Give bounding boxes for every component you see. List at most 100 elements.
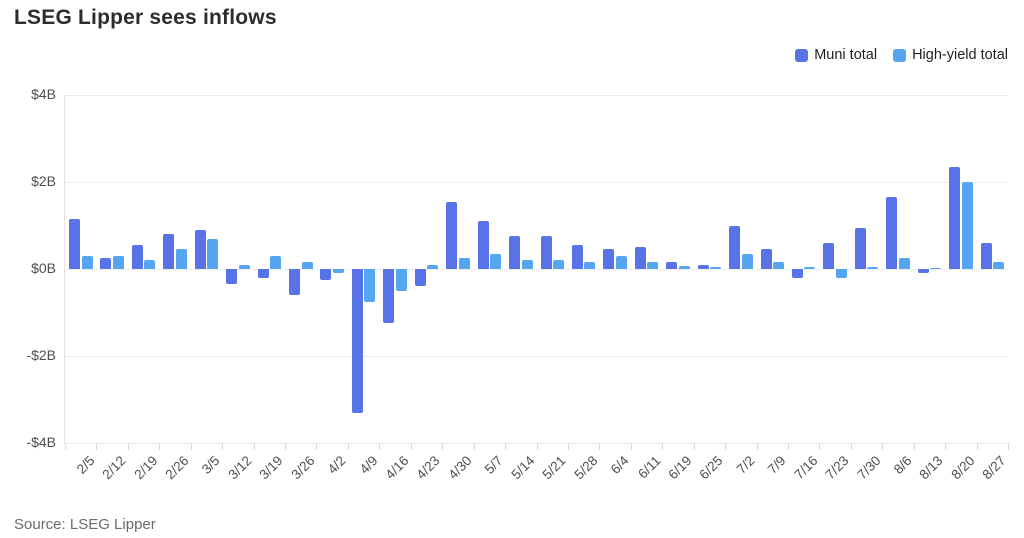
bar-high-yield-2/26[interactable]: [175, 249, 187, 269]
plot-area: [65, 95, 1008, 444]
bar-high-yield-6/19[interactable]: [678, 265, 690, 269]
bar-muni-8/20[interactable]: [949, 166, 961, 269]
bar-muni-7/2[interactable]: [729, 225, 741, 269]
muni-swatch-icon: [795, 48, 809, 62]
bar-high-yield-6/25[interactable]: [710, 266, 722, 269]
bar-muni-3/19[interactable]: [257, 269, 269, 278]
bar-muni-7/23[interactable]: [823, 242, 835, 269]
bar-muni-3/26[interactable]: [289, 269, 301, 296]
bar-high-yield-3/5[interactable]: [207, 238, 219, 269]
bar-muni-8/27[interactable]: [980, 242, 992, 269]
bar-high-yield-3/26[interactable]: [301, 262, 313, 269]
bar-muni-3/5[interactable]: [194, 229, 206, 269]
x-axis-tick: [567, 443, 569, 450]
bar-muni-4/30[interactable]: [446, 201, 458, 269]
bar-muni-5/21[interactable]: [540, 236, 552, 269]
x-axis-tick: [379, 443, 381, 450]
gridline: [65, 269, 1008, 270]
x-axis-tick: [190, 443, 192, 450]
bar-muni-7/9[interactable]: [760, 249, 772, 269]
source-attribution: Source: LSEG Lipper: [14, 516, 156, 533]
bar-high-yield-6/4[interactable]: [615, 255, 627, 269]
x-axis-tick: [347, 443, 349, 450]
x-axis-tick: [65, 443, 66, 450]
bar-high-yield-7/2[interactable]: [741, 253, 753, 269]
bar-muni-6/25[interactable]: [697, 264, 709, 269]
bar-muni-6/11[interactable]: [634, 247, 646, 269]
bar-high-yield-5/21[interactable]: [553, 260, 564, 269]
bar-high-yield-7/30[interactable]: [867, 266, 879, 269]
bar-muni-6/4[interactable]: [603, 249, 615, 269]
bar-muni-8/6[interactable]: [886, 197, 898, 269]
legend-label-high-yield: High-yield total: [912, 47, 1008, 63]
x-axis-label: 2/26: [162, 453, 192, 483]
bar-high-yield-8/6[interactable]: [898, 258, 910, 269]
bar-muni-5/28[interactable]: [571, 245, 583, 269]
x-axis-tick: [127, 443, 129, 450]
x-axis-tick: [473, 443, 475, 450]
x-axis-tick: [96, 443, 98, 450]
bar-muni-4/23[interactable]: [414, 269, 426, 287]
bar-high-yield-7/23[interactable]: [835, 269, 847, 278]
bar-muni-2/5[interactable]: [69, 218, 80, 269]
bar-high-yield-5/7[interactable]: [490, 253, 502, 269]
x-axis-label: 4/16: [382, 453, 412, 483]
bar-muni-4/2[interactable]: [320, 269, 332, 280]
bar-high-yield-4/23[interactable]: [427, 264, 439, 269]
x-axis-label: 2/5: [73, 453, 98, 477]
gridline: [65, 182, 1008, 183]
bar-high-yield-4/30[interactable]: [458, 258, 470, 269]
bar-high-yield-3/19[interactable]: [270, 255, 282, 269]
x-axis-tick: [442, 443, 444, 450]
x-axis-tick: [819, 443, 821, 450]
bar-muni-6/19[interactable]: [666, 262, 678, 269]
x-axis-tick: [976, 443, 978, 450]
bar-high-yield-2/12[interactable]: [112, 255, 124, 269]
bar-high-yield-2/5[interactable]: [81, 255, 93, 269]
bar-muni-8/13[interactable]: [917, 269, 929, 274]
bar-high-yield-8/20[interactable]: [961, 182, 973, 269]
bar-high-yield-5/28[interactable]: [584, 262, 596, 269]
bar-muni-2/19[interactable]: [131, 245, 143, 269]
bar-high-yield-4/9[interactable]: [364, 269, 376, 302]
bar-high-yield-5/14[interactable]: [521, 260, 533, 269]
bar-high-yield-8/13[interactable]: [930, 267, 942, 269]
bar-high-yield-2/19[interactable]: [144, 260, 156, 269]
x-axis-tick: [850, 443, 852, 450]
x-axis-label: 4/9: [356, 453, 381, 477]
bar-high-yield-4/16[interactable]: [395, 269, 407, 291]
x-axis-label: 7/23: [822, 453, 852, 483]
bar-muni-4/16[interactable]: [383, 269, 395, 324]
x-axis-label: 5/14: [508, 453, 538, 483]
x-axis-tick: [505, 443, 507, 450]
bar-muni-2/12[interactable]: [100, 258, 112, 269]
x-axis-tick: [630, 443, 632, 450]
x-axis-tick: [316, 443, 318, 450]
x-axis-label: 3/12: [225, 453, 255, 483]
legend: Muni total High-yield total: [795, 47, 1008, 63]
legend-item-high-yield[interactable]: High-yield total: [893, 47, 1008, 63]
x-axis-label: 4/23: [413, 453, 444, 483]
bar-muni-4/9[interactable]: [351, 269, 363, 413]
bar-high-yield-3/12[interactable]: [238, 264, 250, 269]
bar-muni-2/26[interactable]: [163, 234, 175, 269]
x-axis-label: 3/5: [199, 453, 224, 477]
bar-muni-5/7[interactable]: [477, 221, 489, 269]
x-axis-label: 8/6: [890, 453, 915, 477]
x-axis-tick: [787, 443, 789, 450]
chart-title: LSEG Lipper sees inflows: [14, 6, 277, 29]
bar-high-yield-7/16[interactable]: [804, 266, 816, 269]
legend-item-muni[interactable]: Muni total: [795, 47, 877, 63]
bar-muni-7/30[interactable]: [854, 227, 866, 269]
bar-high-yield-8/27[interactable]: [993, 262, 1005, 269]
bar-muni-3/12[interactable]: [226, 269, 238, 285]
bar-high-yield-6/11[interactable]: [647, 262, 659, 269]
x-axis-tick: [693, 443, 695, 450]
bar-high-yield-7/9[interactable]: [773, 262, 785, 269]
bar-muni-5/14[interactable]: [509, 236, 521, 269]
bar-muni-7/16[interactable]: [791, 269, 803, 278]
y-axis-label: -$2B: [26, 347, 56, 363]
x-axis-label: 2/19: [130, 453, 161, 483]
bar-high-yield-4/2[interactable]: [332, 269, 344, 274]
